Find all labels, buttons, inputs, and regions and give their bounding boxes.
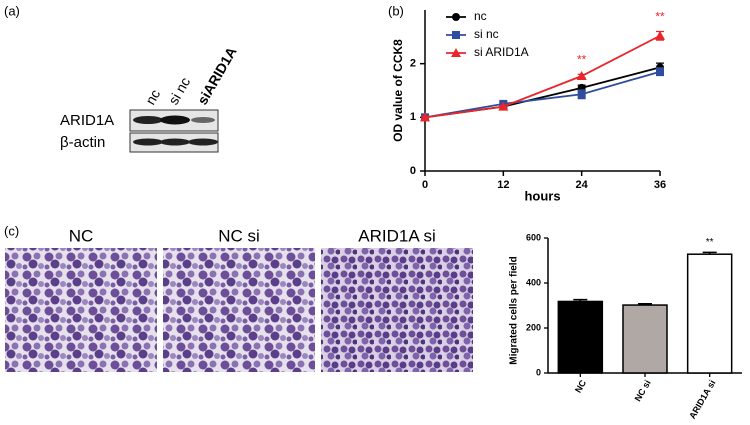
marker bbox=[498, 101, 509, 111]
micrograph-title: NC bbox=[69, 226, 94, 245]
x-tick-label: 0 bbox=[422, 179, 428, 191]
row-label: ARID1A bbox=[60, 112, 114, 129]
series-line bbox=[424, 70, 661, 119]
marker bbox=[655, 30, 665, 40]
series-line bbox=[424, 34, 661, 119]
y-axis-label: OD value of CCK8 bbox=[391, 39, 405, 142]
y-tick-label: 200 bbox=[526, 322, 541, 332]
x-tick-label: NC si bbox=[633, 378, 653, 403]
legend-label: nc bbox=[474, 9, 487, 23]
bar bbox=[622, 304, 668, 374]
micrograph-title: ARID1A si bbox=[358, 226, 435, 245]
marker bbox=[452, 13, 460, 21]
significance: ** bbox=[706, 237, 714, 248]
panel-label: (c) bbox=[4, 223, 19, 238]
y-axis-label: Migrated cells per field bbox=[509, 256, 520, 364]
y-tick-label: 2 bbox=[410, 58, 416, 70]
series-line bbox=[424, 66, 661, 119]
significance: ** bbox=[577, 53, 587, 67]
micrograph bbox=[5, 248, 157, 372]
bar bbox=[686, 253, 733, 374]
marker bbox=[451, 48, 461, 57]
lane-label: si nc bbox=[165, 74, 193, 107]
x-tick-label: ARID1A si bbox=[687, 378, 717, 420]
x-tick-label: NC bbox=[573, 378, 588, 395]
lane-label: nc bbox=[142, 87, 163, 108]
marker bbox=[577, 90, 586, 99]
row-label: β-actin bbox=[60, 134, 105, 151]
lane-label: siARID1A bbox=[194, 44, 240, 107]
marker bbox=[452, 31, 460, 39]
band bbox=[188, 138, 218, 146]
y-tick-label: 0 bbox=[410, 165, 416, 177]
panel-label: (b) bbox=[388, 3, 404, 18]
x-tick-label: 36 bbox=[654, 179, 666, 191]
micrograph bbox=[163, 248, 315, 372]
micrograph-title: NC si bbox=[218, 226, 260, 245]
bar bbox=[557, 300, 604, 374]
panel-label: (a) bbox=[4, 3, 20, 18]
y-tick-label: 1 bbox=[410, 111, 416, 123]
legend-label: si ARID1A bbox=[474, 45, 529, 59]
band bbox=[133, 116, 163, 124]
marker bbox=[656, 67, 664, 76]
x-axis-label: hours bbox=[524, 188, 560, 203]
band bbox=[133, 138, 163, 146]
legend-label: si nc bbox=[474, 27, 499, 41]
x-tick-label: 12 bbox=[497, 179, 509, 191]
y-tick-label: 600 bbox=[526, 232, 541, 242]
marker bbox=[420, 112, 430, 122]
band bbox=[191, 117, 215, 123]
band bbox=[160, 138, 190, 146]
band bbox=[160, 115, 190, 125]
significance: ** bbox=[655, 10, 665, 24]
x-tick-label: 24 bbox=[576, 179, 589, 191]
y-tick-label: 0 bbox=[536, 367, 541, 377]
western-blot: nc si nc siARID1A ARID1A β-actin bbox=[60, 44, 240, 153]
y-tick-label: 400 bbox=[526, 277, 541, 287]
micrograph bbox=[321, 248, 473, 372]
marker bbox=[576, 71, 587, 81]
